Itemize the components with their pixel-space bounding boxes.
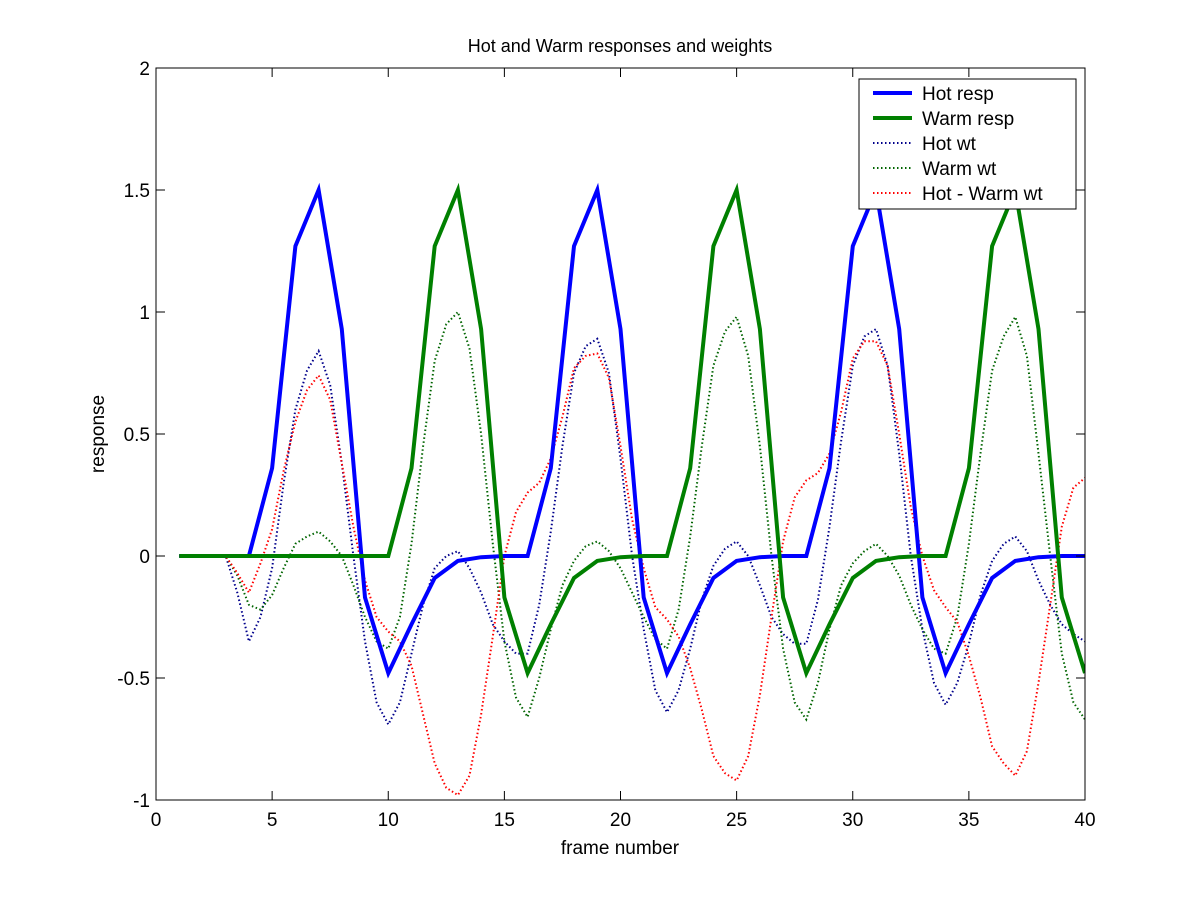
legend-label: Hot resp — [922, 84, 994, 105]
x-tick-label: 30 — [842, 810, 863, 831]
x-tick-label: 10 — [378, 810, 399, 831]
x-tick-label: 35 — [958, 810, 979, 831]
chart-title: Hot and Warm responses and weights — [468, 36, 772, 56]
series-line-hot-wt — [179, 327, 1085, 727]
x-tick-label: 40 — [1074, 810, 1095, 831]
x-tick-label: 0 — [151, 810, 162, 831]
series-line-hot-warm-wt — [179, 340, 1085, 797]
y-tick-label: 1 — [139, 303, 150, 324]
y-tick-label: 0.5 — [124, 425, 150, 446]
legend-label: Warm resp — [922, 109, 1014, 130]
y-tick-label: -1 — [133, 791, 150, 812]
legend-label: Warm wt — [922, 159, 997, 180]
y-tick-label: 2 — [139, 59, 150, 80]
legend: Hot resp Warm resp Hot wt Warm wt Hot - Warm… — [858, 78, 1077, 210]
x-tick-label: 15 — [494, 810, 515, 831]
x-axis-label: frame number — [561, 838, 680, 859]
y-tick-label: 0 — [139, 547, 150, 568]
y-axis-label: response — [88, 395, 109, 473]
y-tick-label: 1.5 — [124, 181, 150, 202]
legend-label: Hot wt — [922, 134, 977, 155]
x-tick-label: 20 — [610, 810, 631, 831]
legend-label: Hot - Warm wt — [922, 184, 1043, 205]
series-line-hot-resp — [179, 182, 1085, 679]
series-layer — [179, 182, 1085, 797]
y-tick-label: -0.5 — [117, 669, 150, 690]
x-tick-label: 25 — [726, 810, 747, 831]
x-tick-label: 5 — [267, 810, 278, 831]
ticks-layer: 0 5 10 15 20 25 30 35 40 -1 -0.5 0 0.5 1 1.5 2 — [117, 59, 1095, 831]
legend-box — [858, 78, 1077, 210]
series-line-warm-resp — [179, 182, 1085, 679]
